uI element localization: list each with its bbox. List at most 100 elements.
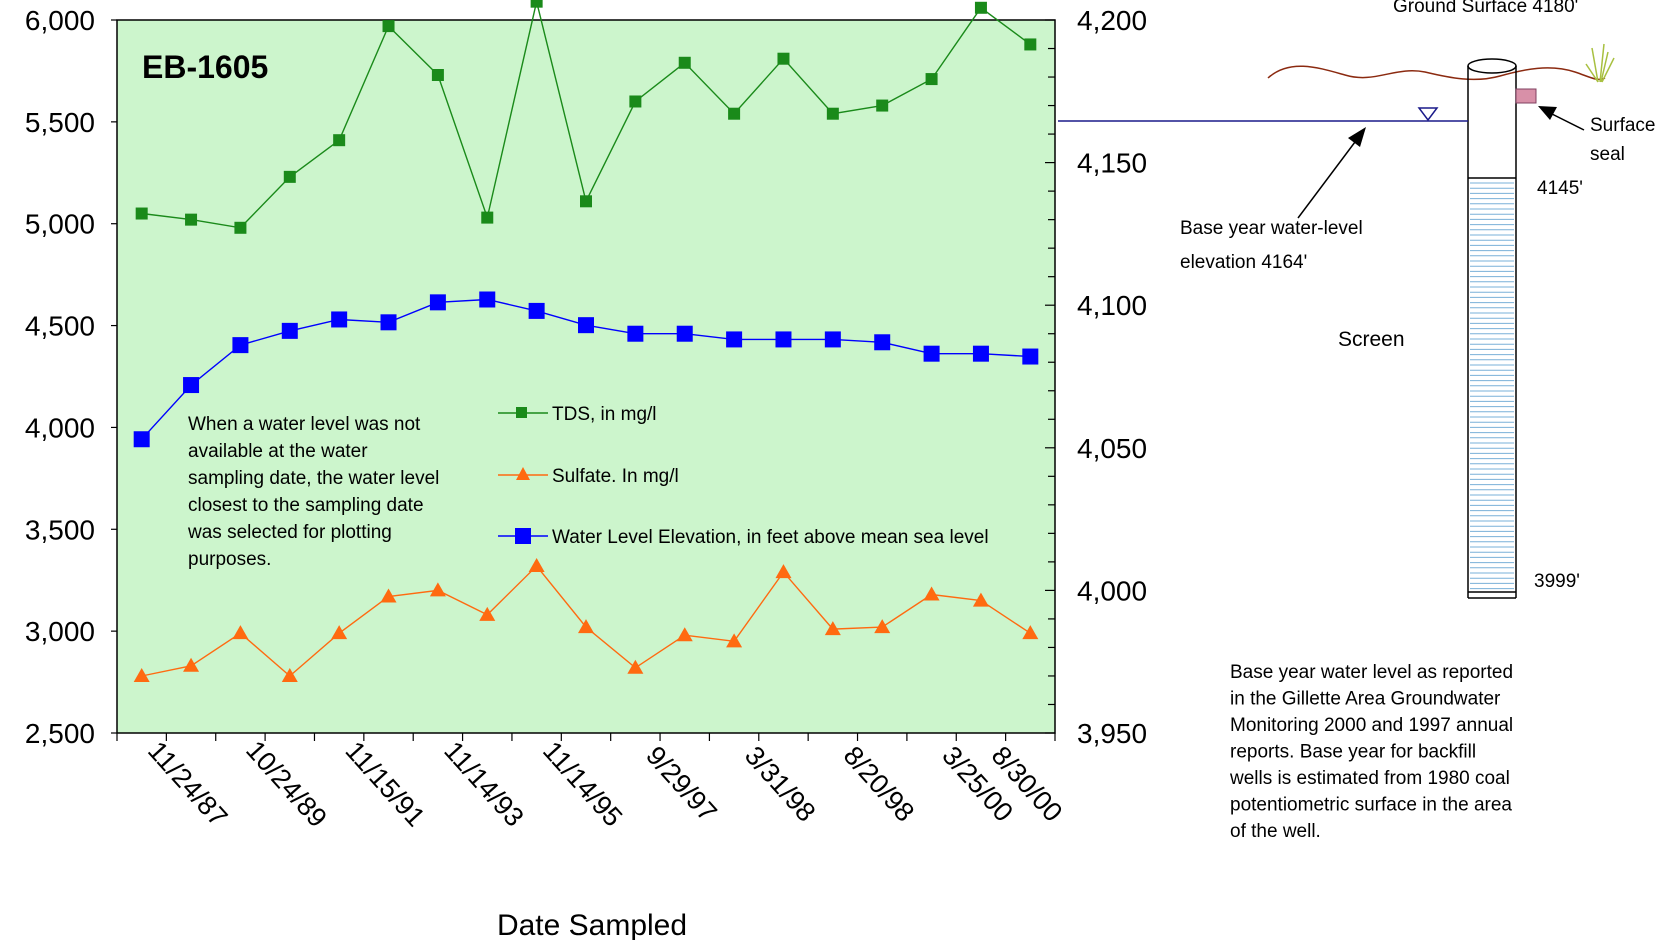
x-tick-label: 3/31/98: [739, 740, 822, 827]
right-tick-label: 4,150: [1077, 148, 1147, 179]
point-tds: [876, 99, 889, 112]
note-line: was selected for plotting: [187, 522, 392, 543]
point-sulfate: [281, 667, 298, 682]
point-tds: [678, 56, 691, 69]
point-water-level: [331, 311, 348, 328]
legend-marker-tds: [516, 407, 527, 418]
point-water-level: [479, 291, 496, 308]
point-sulfate: [133, 667, 150, 682]
screen-label: Screen: [1338, 328, 1405, 351]
point-water-level: [528, 302, 545, 319]
top-of-screen-label: 4145': [1537, 178, 1583, 199]
point-tds: [234, 221, 247, 234]
point-water-level: [923, 345, 940, 362]
point-sulfate: [429, 582, 446, 597]
legend-label-tds: TDS, in mg/l: [552, 404, 657, 425]
point-sulfate: [874, 619, 891, 634]
legend: TDS, in mg/l Sulfate. In mg/l Water Leve…: [498, 404, 989, 548]
point-sulfate: [331, 625, 348, 640]
point-tds: [1024, 38, 1037, 51]
left-tick-label: 3,000: [25, 616, 95, 647]
right-tick-label: 4,100: [1077, 290, 1147, 321]
point-water-level: [874, 334, 891, 351]
point-sulfate: [726, 633, 743, 648]
surface-seal: [1515, 88, 1537, 104]
ground-surface-line: [1267, 65, 1606, 81]
point-sulfate: [775, 564, 792, 579]
left-tick-label: 6,000: [25, 5, 95, 36]
point-sulfate: [183, 657, 200, 672]
point-water-level: [380, 314, 397, 331]
x-tick-label: 8/20/98: [838, 740, 921, 827]
point-water-level: [676, 325, 693, 342]
x-tick-label: 11/14/95: [537, 736, 628, 833]
right-tick-label: 3,950: [1077, 718, 1147, 749]
bottom-of-screen-label: 3999': [1534, 571, 1580, 592]
right-tick-label: 4,200: [1077, 5, 1147, 36]
point-water-level: [627, 325, 644, 342]
footnote-line: potentiometric surface in the area: [1230, 795, 1512, 816]
x-axis-title: Date Sampled: [497, 909, 687, 940]
point-sulfate: [479, 606, 496, 621]
point-tds: [728, 107, 741, 120]
point-tds: [333, 134, 346, 147]
note-line: closest to the sampling date: [188, 495, 424, 516]
point-water-level: [281, 322, 298, 339]
legend-label-sulfate: Sulfate. In mg/l: [552, 466, 679, 487]
legend-marker-sulfate: [516, 467, 530, 480]
point-tds: [629, 95, 642, 108]
surface-seal-label-line2: seal: [1590, 144, 1625, 165]
footnote-line: in the Gillette Area Groundwater: [1230, 689, 1501, 710]
right-tick-label: 4,050: [1077, 433, 1147, 464]
point-tds: [431, 69, 444, 82]
point-tds: [925, 73, 938, 86]
point-sulfate: [380, 588, 397, 603]
point-tds: [530, 0, 543, 8]
point-water-level: [183, 377, 200, 394]
point-tds: [283, 170, 296, 183]
point-sulfate: [232, 625, 249, 640]
note-line: available at the water: [188, 441, 368, 462]
point-sulfate: [972, 592, 989, 607]
point-sulfate: [627, 659, 644, 674]
water-table-icon: [1417, 107, 1439, 122]
point-water-level: [429, 294, 446, 311]
point-water-level: [775, 331, 792, 348]
point-water-level: [726, 331, 743, 348]
x-tick-label: 11/24/87: [142, 736, 233, 833]
series-layer: [133, 0, 1039, 682]
point-water-level: [1022, 348, 1039, 365]
point-sulfate: [528, 557, 545, 572]
footnote-line: Base year water level as reported: [1230, 662, 1513, 683]
well-diagram: Ground Surface 4180' 4145' 3999' Screen …: [1058, 0, 1655, 599]
point-water-level: [824, 331, 841, 348]
footnote-line: wells is estimated from 1980 coal: [1229, 768, 1510, 789]
left-tick-label: 4,500: [25, 311, 95, 342]
note-text: When a water level was not available at t…: [187, 414, 439, 570]
left-tick-label: 2,500: [25, 718, 95, 749]
point-tds: [382, 20, 395, 33]
x-tick-label: 10/24/89: [240, 735, 333, 833]
left-tick-label: 3,500: [25, 514, 95, 545]
casing-top: [1467, 58, 1517, 74]
grass-icon: [1585, 43, 1615, 83]
point-tds: [777, 52, 790, 65]
ground-surface-label: Ground Surface 4180': [1393, 0, 1578, 17]
left-tick-label: 5,000: [25, 209, 95, 240]
left-axis: 2,500 3,000 3,500 4,000 4,500 5,000 5,500 6,000: [25, 5, 117, 749]
point-tds: [580, 195, 592, 208]
plot-area: [116, 19, 1056, 734]
note-line: sampling date, the water level: [188, 468, 439, 489]
footnote-line: reports. Base year for backfill: [1230, 742, 1476, 763]
right-tick-label: 4,000: [1077, 575, 1147, 606]
screen-hatch: [1470, 182, 1514, 590]
point-sulfate: [1022, 625, 1039, 640]
x-tick-label: 9/29/97: [640, 740, 723, 827]
water-level-arrow: [1297, 137, 1359, 219]
water-level-label-line2: elevation 4164': [1180, 252, 1307, 273]
chart-title: EB-1605: [142, 49, 268, 85]
x-tick-label: 11/14/93: [438, 736, 529, 833]
point-water-level: [972, 345, 989, 362]
point-sulfate: [676, 627, 693, 642]
